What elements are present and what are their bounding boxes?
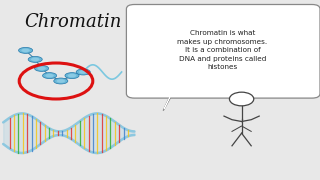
Ellipse shape [31, 58, 39, 61]
Ellipse shape [76, 69, 90, 75]
Ellipse shape [54, 78, 68, 84]
Ellipse shape [35, 66, 49, 71]
Ellipse shape [21, 49, 30, 52]
Ellipse shape [37, 67, 46, 70]
FancyBboxPatch shape [126, 4, 320, 98]
Circle shape [229, 92, 254, 106]
Polygon shape [163, 94, 173, 111]
Ellipse shape [28, 56, 42, 62]
Ellipse shape [68, 74, 76, 77]
Ellipse shape [43, 73, 57, 78]
Ellipse shape [65, 73, 79, 78]
Ellipse shape [57, 79, 65, 83]
Ellipse shape [45, 74, 54, 77]
Ellipse shape [19, 47, 33, 53]
Polygon shape [164, 93, 172, 109]
Text: Chromatin is what
makes up chromosomes.
It is a combination of
DNA and proteins : Chromatin is what makes up chromosomes. … [177, 30, 268, 70]
Text: Chromatin: Chromatin [24, 13, 121, 31]
Ellipse shape [79, 70, 87, 74]
